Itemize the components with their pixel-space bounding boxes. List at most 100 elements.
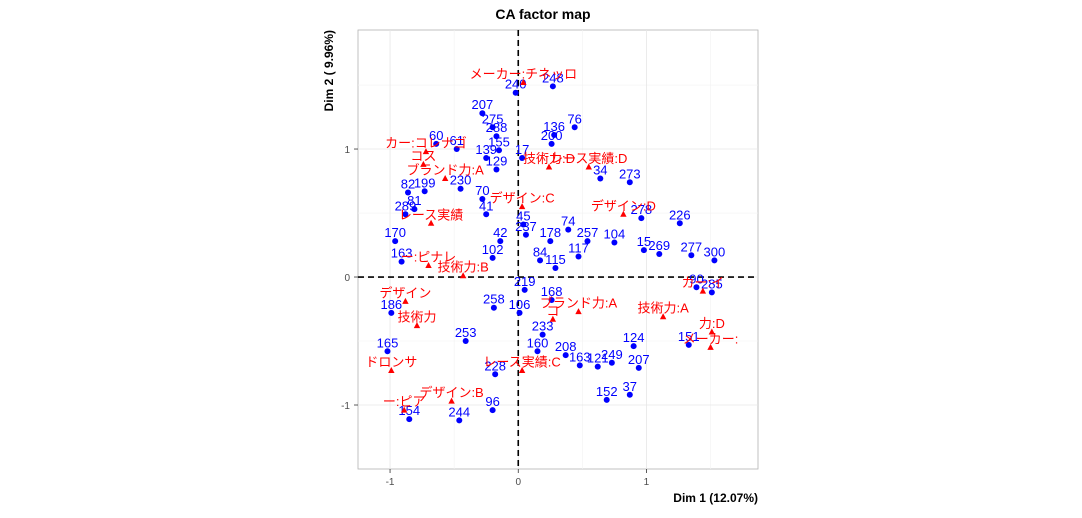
column-point (459, 272, 467, 279)
column-point (699, 287, 707, 294)
column-point-label: 力:D (699, 316, 725, 331)
row-point-label: 277 (680, 239, 702, 254)
row-point (685, 341, 692, 348)
row-point (398, 258, 405, 265)
row-point (638, 215, 645, 222)
row-point-label: 37 (623, 379, 637, 394)
column-point-label: デザイン:C (490, 191, 555, 206)
column-point (707, 343, 714, 350)
row-point (492, 371, 499, 378)
y-axis-title: Dim 2 ( 9.96%) (322, 30, 336, 111)
row-point (711, 257, 718, 264)
row-point (547, 238, 554, 245)
row-point-label: 178 (539, 225, 561, 240)
row-point-label: 226 (669, 207, 691, 222)
row-point (576, 362, 583, 369)
row-point (462, 338, 469, 345)
column-point-label: ブランド力:A (540, 296, 618, 311)
row-point (402, 211, 409, 218)
row-point-label: 15 (637, 234, 651, 249)
column-point (413, 322, 421, 329)
row-point-label: 165 (377, 335, 399, 350)
row-point (597, 175, 604, 182)
row-point-label: 34 (593, 162, 607, 177)
row-point-label: 163 (569, 349, 591, 364)
row-point-label: 155 (488, 134, 510, 149)
row-point-label: 163 (391, 246, 413, 261)
row-point (676, 220, 683, 227)
row-point (453, 146, 460, 153)
reference-lines (358, 30, 758, 469)
row-point (496, 147, 503, 154)
row-point (626, 391, 633, 398)
row-point (411, 206, 418, 213)
column-point (659, 313, 667, 320)
column-point (427, 219, 435, 226)
column-point-label: 技術力:A (637, 301, 689, 316)
row-point-label: 104 (604, 226, 626, 241)
row-point (497, 238, 504, 245)
row-point (551, 131, 558, 138)
column-point-label: ブランド力:A (407, 162, 485, 177)
row-point-label: 121 (587, 351, 609, 366)
column-point-label: ドロンサ (365, 354, 417, 369)
column-point-label: 技術力 (397, 310, 436, 325)
row-point-label: 84 (533, 244, 547, 259)
row-point-label: 275 (482, 111, 504, 126)
row-point-label: 17 (515, 142, 529, 157)
row-point (548, 297, 555, 304)
row-point-label: 253 (455, 325, 477, 340)
row-point (522, 231, 529, 238)
row-point-label: 136 (543, 119, 565, 134)
column-point (545, 163, 553, 170)
column-point-label: メーカー: (683, 331, 739, 346)
column-point (420, 160, 427, 167)
row-point-label: 154 (398, 403, 420, 418)
x-tick-label: 1 (644, 477, 650, 488)
row-point-label: 278 (630, 202, 652, 217)
row-point (384, 348, 391, 355)
row-point (516, 309, 523, 316)
row-point (626, 179, 633, 186)
row-point (405, 189, 411, 196)
row-point (489, 407, 496, 414)
row-point (512, 89, 519, 96)
row-point-label: 237 (515, 219, 537, 234)
row-point (630, 343, 637, 350)
x-tick-label: 0 (515, 477, 521, 488)
row-point (539, 331, 546, 338)
row-point (520, 221, 527, 228)
row-point (534, 348, 541, 355)
column-point-label: レース実績:C (483, 354, 560, 369)
column-point-label: コス (410, 148, 436, 163)
row-point-label: 244 (448, 404, 470, 419)
row-point-label: 115 (545, 252, 566, 267)
row-point (688, 252, 695, 259)
row-point-label: 151 (678, 329, 700, 344)
row-point-label: 96 (485, 394, 499, 409)
column-point (518, 366, 526, 373)
row-point-label: 269 (648, 238, 670, 253)
row-point-label: 207 (628, 352, 650, 367)
column-point-label: デザイン:B (419, 385, 483, 400)
row-point-label: 61 (449, 133, 463, 148)
row-point-label: 160 (527, 335, 549, 350)
plot-panel (357, 29, 759, 470)
column-point-label: カー:コレナゴ (385, 136, 467, 151)
row-point (483, 211, 490, 218)
row-point (489, 254, 496, 261)
column-point-label: ー:ピナレ (401, 249, 457, 264)
row-point (562, 352, 569, 359)
row-point (456, 417, 463, 424)
row-point-label: 74 (561, 214, 575, 229)
row-point-label: 60 (429, 128, 443, 143)
column-point (585, 163, 592, 170)
y-tick-label: -1 (341, 401, 350, 412)
column-point (520, 78, 527, 85)
row-point-label: 139 (475, 142, 497, 157)
y-tick-label: 0 (344, 273, 350, 284)
row-point (489, 124, 496, 131)
